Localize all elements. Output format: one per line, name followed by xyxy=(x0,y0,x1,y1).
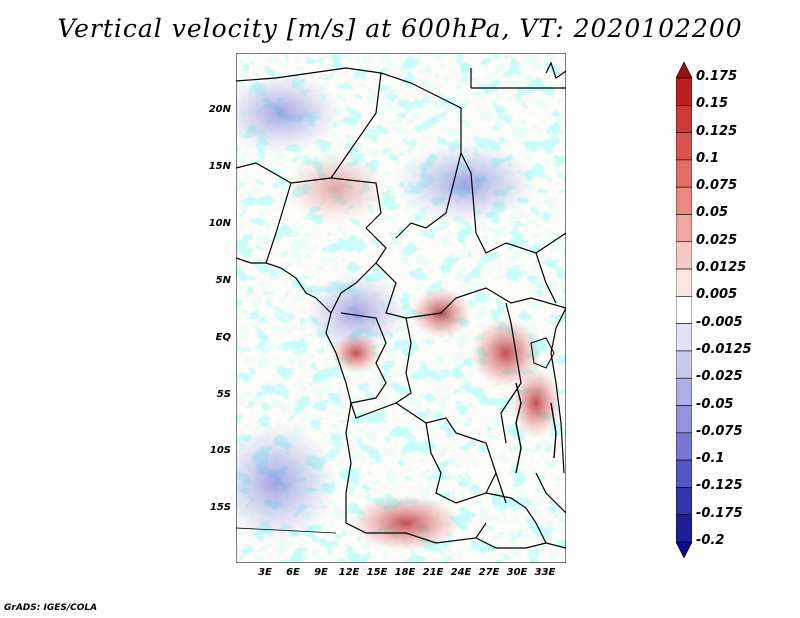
colorbar-label: -0.0125 xyxy=(696,341,752,357)
colorbar-label: -0.025 xyxy=(696,369,743,385)
lat-label: 20N xyxy=(208,104,231,115)
colorbar-segment xyxy=(676,132,692,161)
colorbar-segment xyxy=(676,104,692,133)
colorbar-segment xyxy=(676,214,692,243)
lon-label: 12E xyxy=(338,567,360,578)
lat-label: EQ xyxy=(215,332,231,343)
colorbar-label: -0.1 xyxy=(696,451,725,467)
lat-label: 5S xyxy=(216,389,231,400)
colorbar xyxy=(676,62,692,558)
colorbar-label: 0.025 xyxy=(696,232,738,248)
colorbar-label: -0.05 xyxy=(696,396,734,412)
colorbar-segment xyxy=(676,405,692,434)
lat-label: 10S xyxy=(209,445,231,456)
colorbar-label: -0.075 xyxy=(696,423,743,439)
colorbar-segment xyxy=(676,77,692,106)
map-panel xyxy=(236,53,566,563)
colorbar-label: -0.125 xyxy=(696,478,743,494)
colorbar-segment xyxy=(676,186,692,215)
colorbar-segment xyxy=(676,459,692,488)
lon-label: 21E xyxy=(422,567,444,578)
colorbar-segment xyxy=(676,377,692,406)
colorbar-segment xyxy=(676,62,692,79)
lon-label: 30E xyxy=(506,567,528,578)
country-borders xyxy=(236,61,566,549)
lon-label: 24E xyxy=(450,567,472,578)
lat-label: 15N xyxy=(208,161,231,172)
lon-label: 9E xyxy=(314,567,328,578)
lon-label: 15E xyxy=(366,567,388,578)
colorbar-label: -0.005 xyxy=(696,314,743,330)
vertical-velocity-field xyxy=(236,53,566,563)
colorbar-segment xyxy=(676,323,692,352)
lon-label: 33E xyxy=(534,567,556,578)
lon-label: 3E xyxy=(258,567,272,578)
lat-label: 15S xyxy=(209,502,231,513)
colorbar-segment xyxy=(676,159,692,188)
colorbar-label: 0.0125 xyxy=(696,260,747,276)
lat-label: 10N xyxy=(208,218,231,229)
colorbar-label: -0.175 xyxy=(696,505,743,521)
colorbar-label: 0.005 xyxy=(696,287,738,303)
credit-text: GrADS: IGES/COLA xyxy=(4,603,98,613)
colorbar-label: 0.125 xyxy=(696,123,738,139)
colorbar-segment xyxy=(676,268,692,297)
colorbar-segment xyxy=(676,514,692,543)
colorbar-segment xyxy=(676,541,692,558)
chart-title: Vertical velocity [m/s] at 600hPa, VT: 2… xyxy=(57,14,743,43)
lon-label: 18E xyxy=(394,567,416,578)
colorbar-label: 0.175 xyxy=(696,69,738,84)
colorbar-label: 0.15 xyxy=(696,96,729,112)
lat-label: 5N xyxy=(215,275,231,286)
colorbar-segment xyxy=(676,432,692,461)
colorbar-segment xyxy=(676,296,692,324)
colorbar-label: 0.05 xyxy=(696,205,729,221)
colorbar-label: -0.2 xyxy=(696,533,725,548)
colorbar-segment xyxy=(676,487,692,516)
lon-label: 6E xyxy=(286,567,300,578)
lon-label: 27E xyxy=(478,567,500,578)
colorbar-segment xyxy=(676,350,692,379)
colorbar-segment xyxy=(676,241,692,270)
colorbar-label: 0.1 xyxy=(696,150,720,166)
colorbar-label: 0.075 xyxy=(696,178,738,194)
